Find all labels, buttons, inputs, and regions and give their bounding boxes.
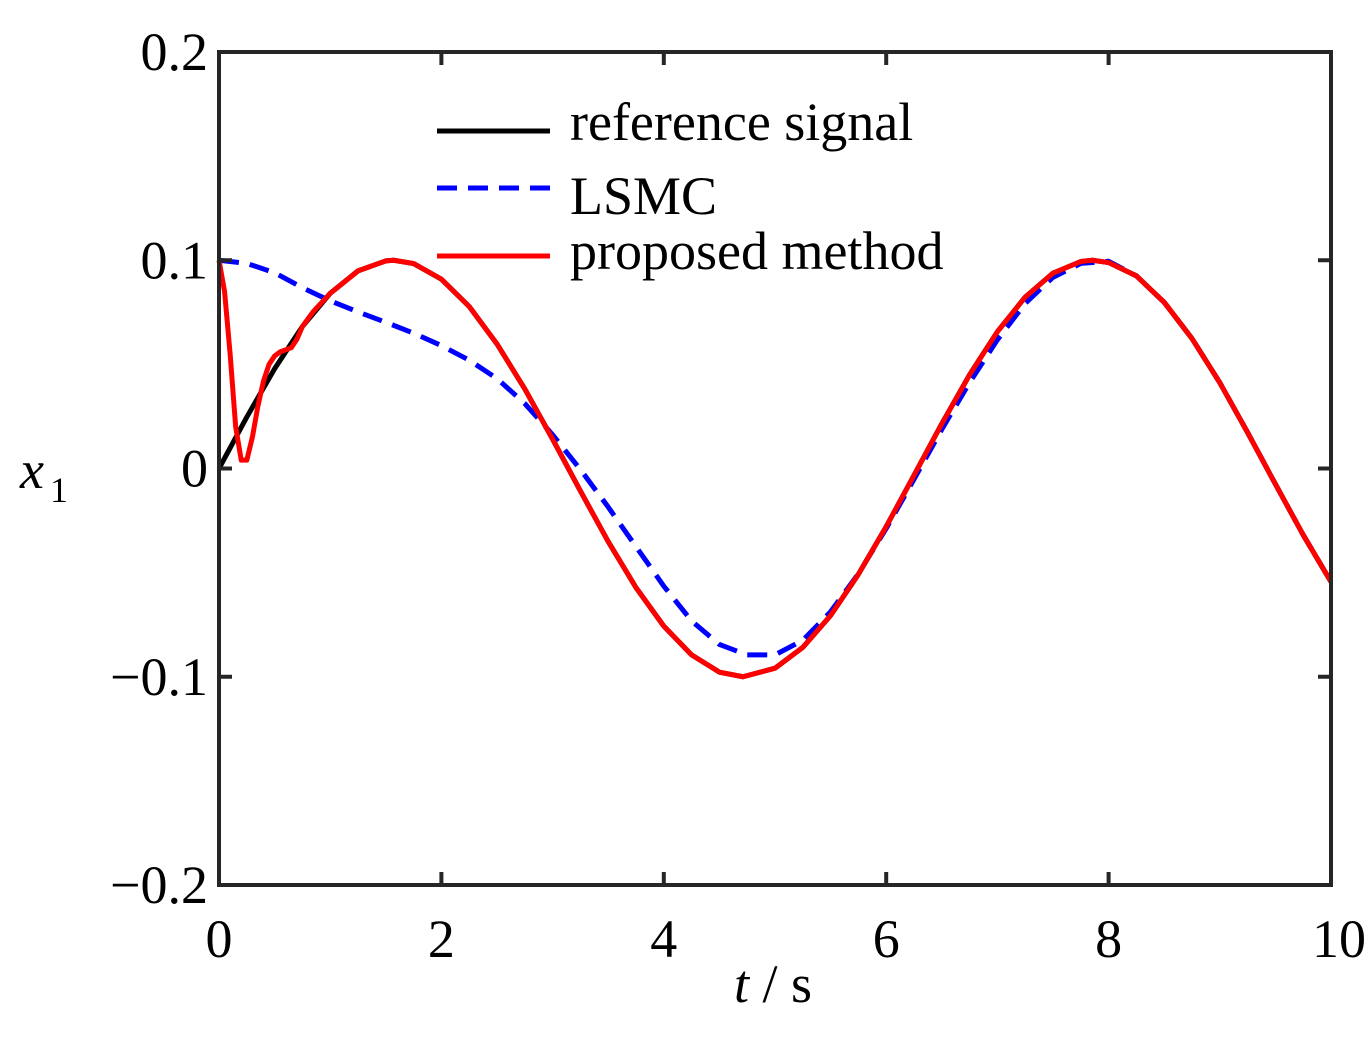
y-axis-variable: x xyxy=(19,440,44,500)
y-tick-label-4: 0.2 xyxy=(141,22,209,82)
x-tick-label-2: 4 xyxy=(650,909,677,969)
series-line-reference-signal xyxy=(216,257,1334,680)
legend-label-proposed-method: proposed method xyxy=(570,221,943,281)
x-axis-variable: t xyxy=(734,954,751,1014)
ticks-layer xyxy=(217,50,1333,887)
x-axis-label: t / s xyxy=(734,954,812,1014)
x-tick-label-4: 8 xyxy=(1095,909,1122,969)
plot-frame xyxy=(217,50,1333,887)
y-tick-label-2: 0 xyxy=(181,439,208,499)
legend-label-reference-signal: reference signal xyxy=(570,92,913,152)
x-axis-unit: s xyxy=(791,954,812,1014)
tick-labels-layer: 0 2 4 6 8 10 −0.2 −0.1 0 0.1 0.2 xyxy=(110,22,1366,969)
x-tick-label-5: 10 xyxy=(1312,909,1366,969)
x-tick-label-1: 2 xyxy=(428,909,455,969)
series-line-proposed-method xyxy=(216,257,1334,680)
series-layer xyxy=(216,257,1334,680)
y-tick-label-3: 0.1 xyxy=(141,230,209,290)
y-tick-label-0: −0.2 xyxy=(110,855,208,915)
x-tick-label-0: 0 xyxy=(206,909,233,969)
x-axis-separator: / xyxy=(749,954,791,1014)
y-axis-subscript: 1 xyxy=(50,470,68,510)
series-line-lsmc xyxy=(218,257,1334,658)
legend-label-lsmc: LSMC xyxy=(570,166,717,226)
legend: reference signal LSMC proposed method xyxy=(437,92,943,281)
x-tick-label-3: 6 xyxy=(873,909,900,969)
y-tick-label-1: −0.1 xyxy=(110,647,208,707)
